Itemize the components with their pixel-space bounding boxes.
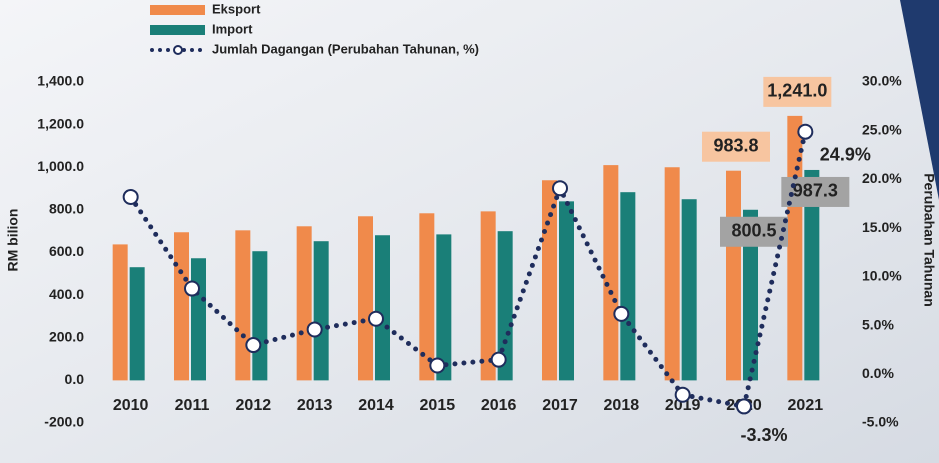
value-label: 987.3 [793,181,838,201]
value-label: 983.8 [713,135,758,155]
legend-label: Import [212,21,253,36]
value-label: 1,241.0 [767,81,827,101]
line [128,129,808,410]
line-marker [368,310,384,327]
line-marker [122,188,139,205]
x-tick-label: 2016 [481,397,517,414]
x-tick-label: 2021 [788,397,824,414]
y-tick-label: 800.0 [49,201,84,217]
bar [497,231,513,381]
bar [559,201,574,381]
y2-tick-label: 25.0% [862,121,902,137]
value-label-group: 983.8 [702,131,770,162]
bar [419,213,435,381]
x-tick-label: 2013 [297,397,333,414]
y2-axis-label: Perubahan Tahunan [921,173,937,307]
bar [436,234,452,381]
bar [296,226,312,381]
line-marker [736,398,752,415]
line-marker [184,280,200,297]
bar [235,230,251,381]
x-tick-label: 2010 [113,397,149,414]
x-tick-label: 2017 [542,397,578,414]
y2-tick-label: -5.0% [862,414,899,430]
value-label-box [702,131,770,162]
value-label-box [763,76,832,107]
x-tick-label: 2019 [665,397,701,414]
legend-swatch [150,25,205,35]
x-tick-label: 2012 [236,397,272,414]
line-marker [613,305,630,322]
legend-marker [173,45,183,55]
value-label-group: 800.5 [720,216,788,247]
bar [804,169,820,381]
line-marker [552,180,568,197]
line-marker [674,386,691,403]
y-tick-label: 600.0 [49,243,84,259]
bar [313,241,329,381]
legend-label: Jumlah Dagangan (Perubahan Tahunan, %) [212,41,479,56]
bar [129,267,145,381]
value-label-box [720,216,788,247]
bar [358,216,373,381]
bar [191,258,206,381]
bar [375,235,390,381]
x-tick-label: 2018 [604,397,640,414]
line-marker [490,351,507,368]
y2-tick-label: 5.0% [862,316,894,332]
y2-tick-label: 15.0% [862,219,902,235]
x-tick-label: 2011 [175,397,210,414]
bar [787,115,803,381]
corner-shape [900,0,939,200]
bar [743,209,758,381]
bar [112,244,128,381]
value-label: 800.5 [731,221,776,241]
y-tick-label: 0.0 [65,371,85,387]
value-label: -3.3% [740,425,787,445]
bar [603,165,619,381]
bar [542,180,557,381]
line-marker [245,337,262,354]
value-label: 24.9% [820,144,871,164]
value-label-group: 1,241.0 [763,76,832,107]
y-axis-label: RM bilion [5,209,21,272]
y-tick-label: 200.0 [49,328,84,344]
value-label-box [781,176,850,207]
y-tick-label: 1,400.0 [37,73,84,89]
y2-tick-label: 30.0% [862,73,902,89]
bar [252,251,268,381]
y-tick-label: 400.0 [49,286,84,302]
bar [480,211,496,381]
y2-tick-label: 10.0% [862,268,902,284]
y2-tick-label: 0.0% [862,365,894,381]
line-marker [429,357,446,374]
bar [726,170,741,381]
x-tick-label: 2014 [358,397,394,414]
y-tick-label: -200.0 [44,414,84,430]
bar [174,232,189,381]
legend-swatch [150,5,205,15]
x-tick-label: 2015 [420,397,456,414]
y-tick-label: 1,000.0 [37,158,84,174]
bar [681,199,697,381]
bar [664,167,680,381]
legend-label: Eksport [212,1,261,16]
value-label-group: 987.3 [781,176,850,207]
y-tick-label: 1,200.0 [37,115,84,131]
y2-tick-label: 20.0% [862,170,902,186]
line-marker [797,123,814,140]
bar [620,192,636,381]
line-marker [306,321,323,338]
